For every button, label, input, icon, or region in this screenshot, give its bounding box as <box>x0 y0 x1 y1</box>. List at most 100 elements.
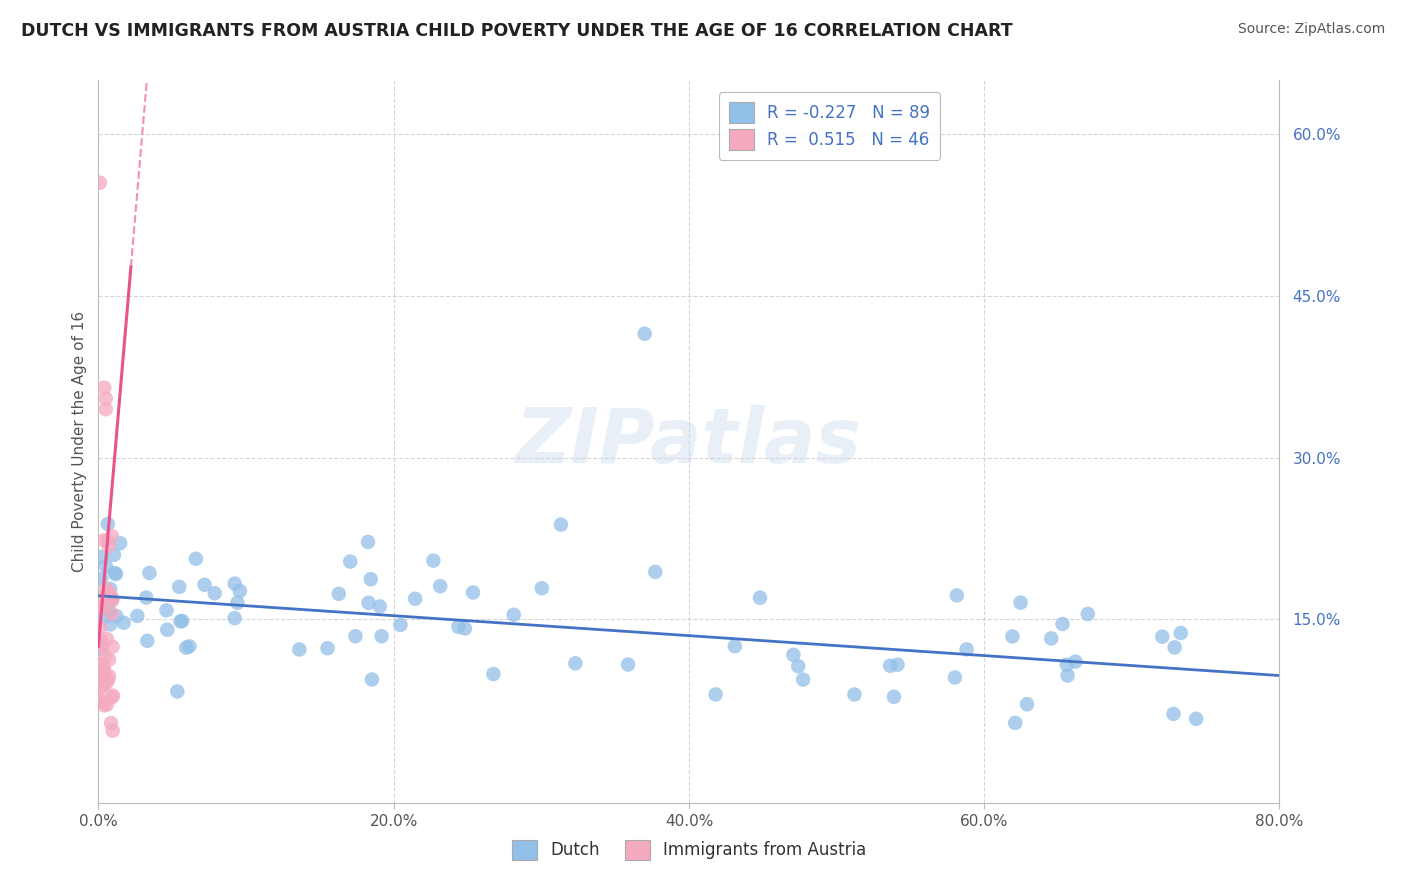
Point <box>316 641 339 656</box>
Point <box>90 641 112 656</box>
Point <box>530 581 553 595</box>
Point <box>136 633 159 648</box>
Point <box>97 604 120 618</box>
Point <box>89 638 111 652</box>
Point <box>93 674 115 689</box>
Point <box>101 593 124 607</box>
Point <box>946 588 969 602</box>
Point <box>787 659 810 673</box>
Point <box>93 698 115 713</box>
Point <box>339 555 361 569</box>
Point <box>422 553 444 567</box>
Point <box>93 533 115 548</box>
Point <box>101 640 124 654</box>
Point <box>108 536 131 550</box>
Point <box>105 609 128 624</box>
Point <box>101 723 124 738</box>
Point <box>172 614 194 628</box>
Point <box>89 657 111 672</box>
Point <box>1010 596 1032 610</box>
Point <box>100 716 122 731</box>
Point <box>1004 715 1026 730</box>
Point <box>93 662 115 676</box>
Point <box>1052 617 1074 632</box>
Point <box>97 539 120 553</box>
Point <box>90 572 112 586</box>
Point <box>886 657 908 672</box>
Point <box>704 688 727 702</box>
Y-axis label: Child Poverty Under the Age of 16: Child Poverty Under the Age of 16 <box>72 311 87 572</box>
Point <box>1056 657 1078 672</box>
Point <box>97 669 120 683</box>
Point <box>454 622 477 636</box>
Point <box>792 673 814 687</box>
Point <box>91 639 114 653</box>
Point <box>87 694 110 708</box>
Point <box>98 582 121 596</box>
Point <box>360 572 382 586</box>
Point <box>883 690 905 704</box>
Text: ZIPatlas: ZIPatlas <box>516 405 862 478</box>
Point <box>89 620 111 634</box>
Point <box>90 657 112 672</box>
Point <box>104 566 127 580</box>
Point <box>101 689 124 703</box>
Point <box>204 586 226 600</box>
Point <box>550 517 572 532</box>
Point <box>288 642 311 657</box>
Point <box>224 611 246 625</box>
Point <box>226 596 249 610</box>
Point <box>344 629 367 643</box>
Point <box>91 669 114 683</box>
Point <box>90 693 112 707</box>
Point <box>1152 630 1174 644</box>
Point <box>370 629 392 643</box>
Point <box>357 535 380 549</box>
Point <box>98 652 121 666</box>
Point <box>955 642 977 657</box>
Point <box>1185 712 1208 726</box>
Point <box>724 640 747 654</box>
Point <box>167 580 190 594</box>
Point <box>1056 668 1078 682</box>
Point <box>112 615 135 630</box>
Point <box>89 176 111 190</box>
Point <box>879 658 901 673</box>
Point <box>94 650 117 665</box>
Point <box>1015 697 1038 711</box>
Point <box>174 640 197 655</box>
Point <box>1077 607 1099 621</box>
Point <box>155 603 177 617</box>
Point <box>169 615 191 629</box>
Point <box>328 587 350 601</box>
Point <box>96 675 118 690</box>
Point <box>100 594 122 608</box>
Point <box>96 632 118 646</box>
Point <box>1064 655 1087 669</box>
Point <box>447 620 470 634</box>
Point <box>156 623 179 637</box>
Point <box>87 599 110 614</box>
Point <box>90 633 112 648</box>
Point <box>97 585 120 599</box>
Point <box>96 590 118 604</box>
Point <box>97 516 120 531</box>
Point <box>564 657 586 671</box>
Point <box>91 601 114 615</box>
Point <box>100 588 122 602</box>
Point <box>97 673 120 687</box>
Point <box>94 402 117 417</box>
Point <box>184 551 207 566</box>
Point <box>179 640 201 654</box>
Point <box>361 673 384 687</box>
Point <box>943 671 966 685</box>
Point <box>429 579 451 593</box>
Point <box>94 392 117 406</box>
Point <box>91 679 114 693</box>
Point <box>89 637 111 651</box>
Point <box>502 607 524 622</box>
Point <box>101 607 124 621</box>
Point <box>1040 632 1063 646</box>
Legend: Dutch, Immigrants from Austria: Dutch, Immigrants from Austria <box>505 833 873 867</box>
Text: Source: ZipAtlas.com: Source: ZipAtlas.com <box>1237 22 1385 37</box>
